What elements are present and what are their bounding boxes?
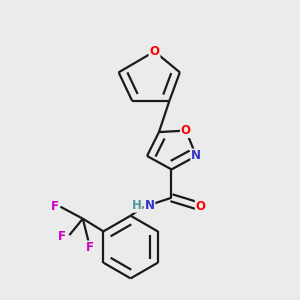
Text: O: O (181, 124, 191, 137)
Text: F: F (58, 230, 66, 243)
Text: F: F (51, 200, 59, 213)
Text: H: H (132, 199, 142, 212)
Text: O: O (196, 200, 206, 213)
Text: F: F (86, 242, 94, 254)
Text: N: N (191, 149, 201, 163)
Text: N: N (144, 199, 154, 212)
Text: O: O (149, 45, 160, 58)
